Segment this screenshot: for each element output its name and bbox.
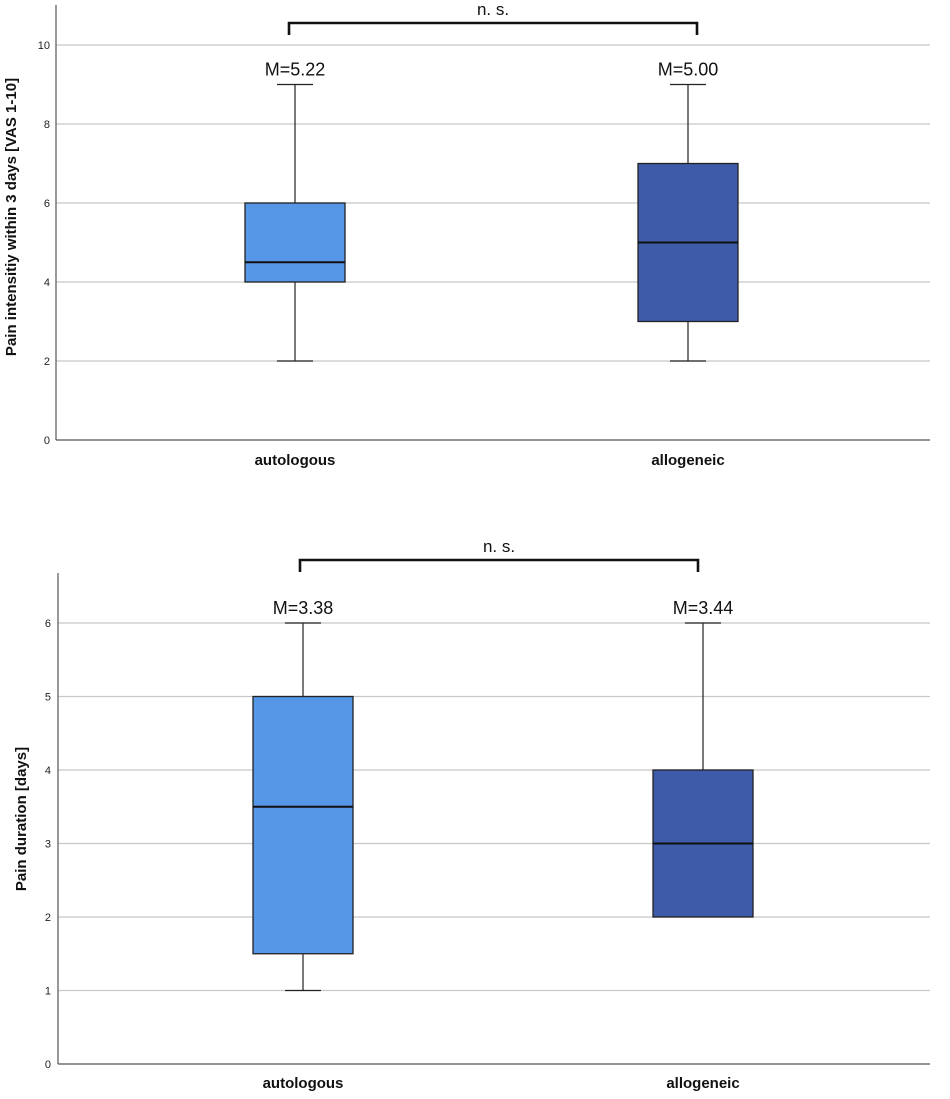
mean-label: M=3.38 [273, 598, 334, 618]
y-tick-label: 2 [44, 356, 50, 368]
significance-bracket [287, 21, 699, 35]
y-tick-label: 10 [38, 40, 50, 52]
x-category-label: autologous [263, 1075, 344, 1092]
y-tick-label: 0 [44, 435, 50, 447]
y-tick-label: 6 [44, 198, 50, 210]
y-axis-label: Pain duration [days] [13, 747, 30, 891]
y-tick-label: 4 [45, 765, 51, 777]
y-tick-label: 2 [45, 912, 51, 924]
y-tick-label: 8 [44, 119, 50, 131]
y-tick-label: 1 [45, 986, 51, 998]
y-tick-label: 3 [45, 839, 51, 851]
y-tick-label: 5 [45, 692, 51, 704]
y-tick-label: 0 [45, 1059, 51, 1071]
significance-label: n. s. [477, 0, 509, 19]
mean-label: M=3.44 [673, 598, 734, 618]
x-category-label: autologous [255, 452, 336, 469]
x-category-label: allogeneic [651, 452, 724, 469]
y-tick-label: 6 [45, 618, 51, 630]
y-axis-label: Pain intensitiy within 3 days [VAS 1-10] [3, 78, 20, 356]
box-autologous [244, 202, 346, 283]
x-category-label: allogeneic [666, 1075, 739, 1092]
y-tick-label: 4 [44, 277, 50, 289]
mean-label: M=5.00 [658, 60, 719, 80]
significance-bracket [298, 558, 700, 572]
box-autologous [252, 695, 354, 955]
mean-label: M=5.22 [265, 60, 326, 80]
significance-label: n. s. [483, 537, 515, 556]
